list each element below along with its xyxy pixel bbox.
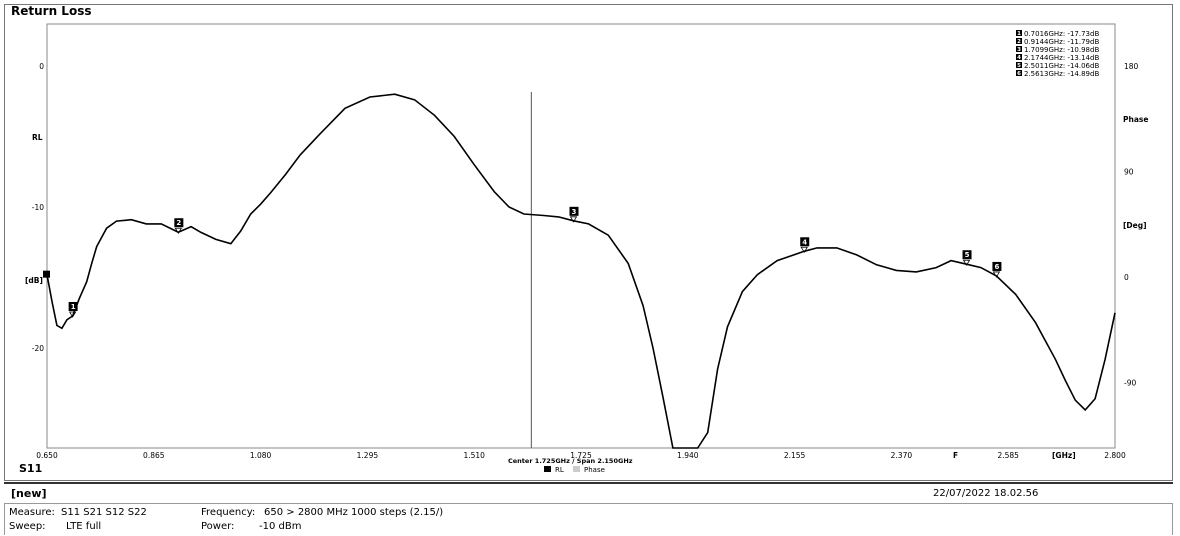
y-right-tick-label: 0	[1124, 273, 1129, 282]
x-tick-label: 1.940	[677, 451, 699, 460]
marker-id: 3	[572, 208, 577, 216]
x-tick-label: 1.510	[463, 451, 485, 460]
plot-area	[46, 23, 1116, 449]
marker-triangle	[68, 311, 77, 318]
legend-label-phase: Phase	[584, 466, 605, 474]
x-tick-label: 1.725	[570, 451, 592, 460]
frequency-label: Frequency:	[201, 507, 256, 518]
marker-table-badge	[1016, 70, 1022, 76]
y-right-tick-label: 90	[1124, 168, 1134, 177]
x-tick-label: 2.585	[997, 451, 1019, 460]
marker-id: 1	[71, 303, 76, 311]
y-right-tick-label: 180	[1124, 62, 1139, 71]
marker-id: 5	[965, 251, 970, 259]
frequency-value: 650 > 2800 MHz 1000 steps (2.15/)	[264, 507, 444, 518]
marker-table-value: 2.5613GHz: -14.89dB	[1024, 70, 1099, 78]
marker-triangle	[992, 271, 1001, 278]
start-marker	[43, 270, 50, 278]
marker-table-value: 0.9144GHz: -11.79dB	[1024, 38, 1099, 46]
marker-table-badge	[1016, 62, 1022, 68]
marker-table-value: 2.5011GHz: -14.06dB	[1024, 62, 1099, 70]
marker-table-id: 4	[1017, 55, 1021, 61]
power-label: Power:	[201, 521, 235, 532]
measurement-info: Measure: S11 S21 S12 S22 Frequency: 650 …	[4, 503, 1173, 535]
y-left-tick-label: -10	[32, 203, 44, 212]
marker-table-value: 0.7016GHz: -17.73dB	[1024, 30, 1099, 38]
center-span-label: Center 1.725GHz / Span 2.150GHz	[508, 457, 633, 465]
marker-table-id: 6	[1017, 71, 1021, 77]
y-left-label: RL	[32, 133, 43, 142]
footer: [new] 22/07/2022 18.02.56 Measure: S11 S…	[4, 485, 1173, 535]
marker-table-badge	[1016, 38, 1022, 44]
measure-label: Measure:	[9, 507, 55, 518]
y-right-tick-label: -90	[1124, 379, 1136, 388]
measure-value: S11 S21 S12 S22	[61, 507, 147, 518]
marker-table-value: 1.7099GHz: -10.98dB	[1024, 46, 1099, 54]
marker-table-badge	[1016, 30, 1022, 36]
x-tick-label: 2.800	[1104, 451, 1126, 460]
x-tick-label: 1.080	[250, 451, 272, 460]
legend-swatch-phase	[573, 466, 580, 472]
chart-frame	[4, 4, 1173, 481]
marker-badge	[800, 237, 810, 247]
freq-marker-label: F	[953, 451, 958, 460]
marker-badge	[962, 250, 972, 260]
x-tick-label: 2.370	[891, 451, 913, 460]
measurement-name: [new]	[11, 487, 47, 500]
marker-id: 2	[176, 219, 181, 227]
marker-id: 4	[802, 238, 807, 246]
marker-triangle	[569, 216, 578, 223]
y-left-tick-label: 0	[39, 62, 44, 71]
x-unit-label: [GHz]	[1052, 451, 1076, 460]
y-right-unit: [Deg]	[1123, 221, 1147, 230]
sweep-value: LTE full	[66, 521, 102, 532]
marker-table-id: 5	[1017, 63, 1021, 69]
trace-label: S11	[19, 462, 42, 475]
marker-table-id: 1	[1017, 31, 1021, 37]
separator	[4, 482, 1173, 484]
marker-table-id: 2	[1017, 39, 1021, 45]
x-tick-label: 0.650	[36, 451, 58, 460]
marker-table-badge	[1016, 54, 1022, 60]
x-tick-label: 2.155	[784, 451, 806, 460]
y-right-label: Phase	[1123, 115, 1148, 124]
return-loss-chart: RL [dB] Phase [Deg] [GHz] F Center 1.725…	[19, 23, 1148, 475]
sweep-label: Sweep:	[9, 521, 46, 532]
legend: RL Phase	[544, 466, 605, 474]
legend-swatch-rl	[544, 466, 551, 472]
marker-table-id: 3	[1017, 47, 1021, 53]
rl-trace	[46, 93, 1116, 449]
marker-triangle	[962, 259, 971, 267]
marker-table-badge	[1016, 46, 1022, 52]
marker-triangle	[174, 227, 183, 235]
marker-table-value: 2.1744GHz: -13.14dB	[1024, 54, 1099, 62]
power-value: -10 dBm	[259, 521, 302, 532]
marker-id: 6	[994, 263, 999, 271]
x-tick-label: 1.295	[357, 451, 379, 460]
marker-badge	[992, 261, 1002, 271]
marker-triangle	[800, 246, 808, 254]
y-left-tick-label: -20	[32, 344, 44, 353]
marker-badge	[569, 206, 579, 216]
marker-badge	[68, 301, 78, 311]
chart-title: Return Loss	[11, 4, 92, 18]
measurement-datetime: 22/07/2022 18.02.56	[933, 488, 1039, 499]
marker-badge	[174, 218, 184, 228]
legend-label-rl: RL	[555, 466, 564, 474]
y-left-unit: [dB]	[25, 276, 43, 285]
x-tick-label: 0.865	[143, 451, 165, 460]
